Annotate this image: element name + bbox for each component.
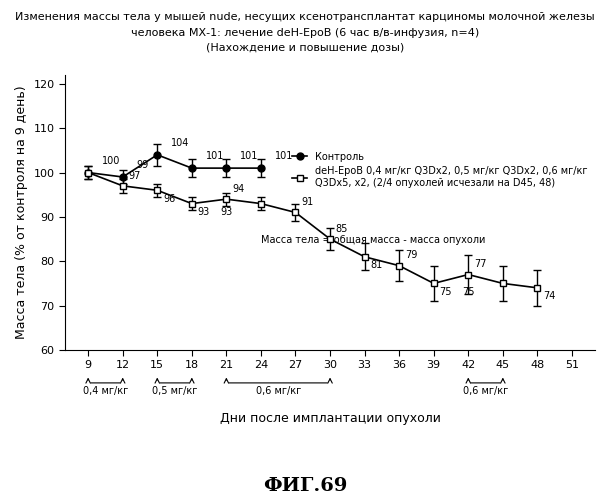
Text: 0,6 мг/кг: 0,6 мг/кг <box>256 386 301 396</box>
Text: 101: 101 <box>206 152 224 162</box>
Text: 101: 101 <box>240 152 259 162</box>
Text: 96: 96 <box>163 194 175 203</box>
Text: Изменения массы тела у мышей nude, несущих ксенотрансплантат карциномы молочной : Изменения массы тела у мышей nude, несущ… <box>15 12 595 22</box>
Text: 93: 93 <box>221 207 233 217</box>
Text: 99: 99 <box>137 160 149 170</box>
Text: 0,4 мг/кг: 0,4 мг/кг <box>83 386 128 396</box>
Text: 93: 93 <box>198 207 210 217</box>
Legend: Контроль, deH-EpoB 0,4 мг/кг Q3Dx2, 0,5 мг/кг Q3Dx2, 0,6 мг/кг
Q3Dx5, х2, (2/4 о: Контроль, deH-EpoB 0,4 мг/кг Q3Dx2, 0,5 … <box>289 148 590 191</box>
Text: 101: 101 <box>274 152 293 162</box>
Text: 74: 74 <box>543 291 556 301</box>
Text: ФИГ.69: ФИГ.69 <box>263 477 347 495</box>
Text: 0,6 мг/кг: 0,6 мг/кг <box>463 386 508 396</box>
Text: (Нахождение и повышение дозы): (Нахождение и повышение дозы) <box>206 42 404 52</box>
Text: человека МХ-1: лечение deH-EpoB (6 час в/в-инфузия, n=4): человека МХ-1: лечение deH-EpoB (6 час в… <box>131 28 479 38</box>
Text: 91: 91 <box>301 197 314 207</box>
Text: 94: 94 <box>232 184 245 194</box>
Y-axis label: Масса тела (% от контроля на 9 день): Масса тела (% от контроля на 9 день) <box>15 86 28 340</box>
Text: 79: 79 <box>405 250 417 260</box>
Text: 0,5 мг/кг: 0,5 мг/кг <box>152 386 197 396</box>
Text: Масса тела = общая масса - масса опухоли: Масса тела = общая масса - масса опухоли <box>261 235 486 245</box>
Text: 97: 97 <box>129 170 141 180</box>
Text: 77: 77 <box>474 259 487 269</box>
Text: 75: 75 <box>439 286 452 296</box>
Text: 81: 81 <box>370 260 382 270</box>
X-axis label: Дни после имплантации опухоли: Дни после имплантации опухоли <box>220 412 440 425</box>
Text: 104: 104 <box>171 138 190 148</box>
Text: 100: 100 <box>102 156 120 166</box>
Text: 75: 75 <box>462 286 475 296</box>
Text: 85: 85 <box>336 224 348 234</box>
